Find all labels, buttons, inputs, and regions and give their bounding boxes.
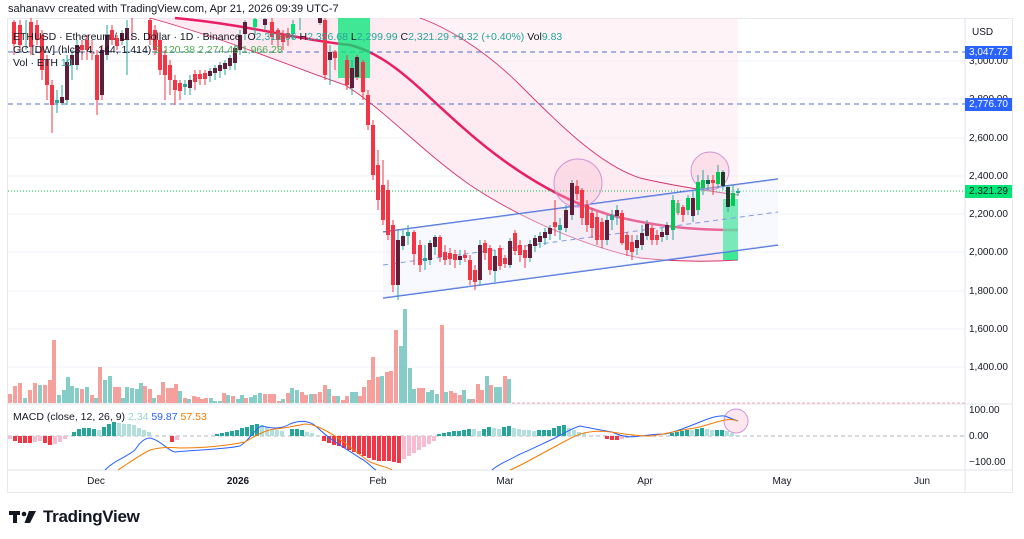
- time-label-may: May: [772, 476, 792, 487]
- macd-histogram-value: 2.34: [127, 411, 149, 423]
- high-value: 2,356.68: [307, 31, 348, 43]
- signal-line: [117, 419, 739, 471]
- gc-legend[interactable]: GC [DW] (hlc3, 4, 144, 1.414) 2,120.38 2…: [13, 44, 283, 56]
- gc-band-top: [150, 18, 738, 195]
- symbol-title: ETHUSD · Ethereum / U.S. Dollar · 1D · B…: [13, 31, 241, 43]
- time-label-mar: Mar: [496, 476, 514, 487]
- time-label-apr: Apr: [637, 476, 653, 487]
- price-tick: 2,200.00: [969, 209, 1008, 220]
- close-value: 2,321.29: [408, 31, 449, 43]
- low-value: 2,299.99: [356, 31, 398, 43]
- time-label-jun: Jun: [913, 476, 931, 487]
- price-tick: 3,000.00: [969, 56, 1008, 67]
- price-tick: 2,600.00: [969, 133, 1008, 144]
- macd-signal-value: 57.53: [180, 411, 207, 423]
- price-tick: 1,600.00: [969, 324, 1008, 335]
- macd-tick: −100.00: [969, 457, 1006, 468]
- price-tick: 2,400.00: [969, 171, 1008, 182]
- highlight-box-apr: [723, 199, 738, 260]
- price-tick: 1,800.00: [969, 286, 1008, 297]
- level-tag-2776: 2,776.70: [965, 98, 1012, 111]
- gc-mid-line: [174, 16, 739, 232]
- chart-frame: [7, 18, 1013, 493]
- gc-band: [150, 18, 738, 262]
- macd-tick: 100.00: [969, 405, 1000, 416]
- annotation-circle-mar: [553, 158, 603, 208]
- macd-indicator-label: MACD (close, 12, 26, 9): [13, 411, 126, 423]
- macd-tick: 0.00: [969, 431, 989, 442]
- gc-mid-value: 2,120.38: [154, 44, 196, 56]
- symbol-legend[interactable]: ETHUSD · Ethereum / U.S. Dollar · 1D · B…: [13, 31, 563, 43]
- current-price-tag: 2,321.29: [965, 185, 1012, 198]
- level-tag-3047: 3,047.72: [965, 46, 1012, 59]
- gc-lower-line: [149, 17, 739, 262]
- time-label-2026: 2026: [226, 476, 250, 487]
- time-label-dec: Dec: [87, 476, 105, 487]
- currency-label: USD: [972, 27, 994, 38]
- volume-indicator-label: Vol · ETH: [13, 57, 58, 69]
- volume-bars: [8, 309, 511, 403]
- gc-lower-value: 1,966.28: [241, 44, 283, 56]
- macd-histogram: [8, 422, 739, 463]
- price-tick: 2,000.00: [969, 247, 1008, 258]
- open-value: 2,316.06: [255, 31, 297, 43]
- tradingview-logo-icon: [9, 511, 36, 523]
- annotation-circle-macd: [723, 408, 749, 434]
- channel-lower: [382, 244, 779, 299]
- volume-value: 9.83: [541, 31, 563, 43]
- macd-legend[interactable]: MACD (close, 12, 26, 9) 2.34 59.87 57.53: [13, 411, 207, 423]
- volume-legend[interactable]: Vol · ETH 10: [13, 57, 73, 69]
- macd-line: [104, 415, 739, 471]
- gc-upper-line: [419, 17, 739, 196]
- chart-credit: sahanavv created with TradingView.com, A…: [8, 3, 339, 15]
- gc-indicator-label: GC [DW] (hlc3, 4, 144, 1.414): [13, 44, 152, 56]
- macd-line-value: 59.87: [151, 411, 178, 423]
- change-value: +9.32 (+0.40%): [451, 31, 525, 43]
- time-label-feb: Feb: [369, 476, 387, 487]
- tradingview-logo[interactable]: TradingView: [9, 507, 140, 527]
- tradingview-logo-text: TradingView: [43, 507, 140, 526]
- candles: [12, 18, 740, 300]
- volume-indicator-value: 10: [60, 57, 73, 69]
- price-tick: 1,400.00: [969, 362, 1008, 373]
- gc-upper-value: 2,274.49: [198, 44, 239, 56]
